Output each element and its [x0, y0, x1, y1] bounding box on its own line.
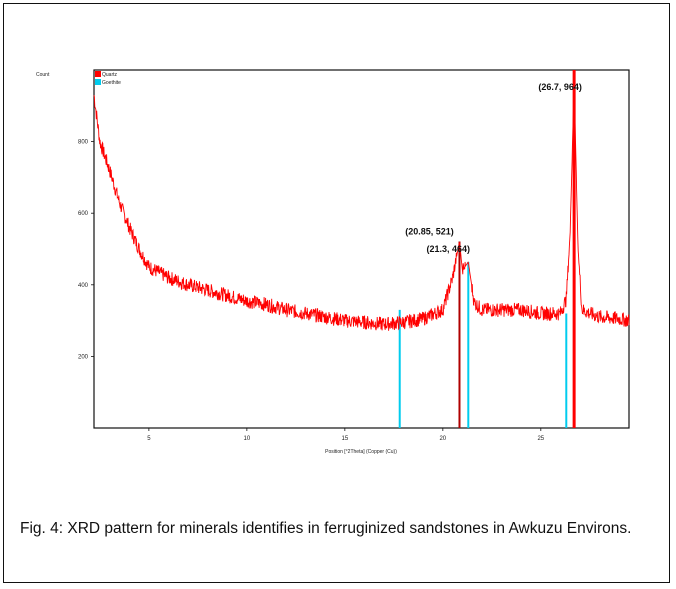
y-tick-label: 600 — [78, 211, 89, 217]
y-tick-label: 400 — [78, 283, 89, 289]
legend: Quartz Goethite — [95, 71, 121, 86]
figure-frame — [3, 3, 670, 583]
peak-annotation-label: (21.3, 464) — [427, 244, 471, 254]
peak-annotation-label: (26.7, 964) — [538, 82, 582, 92]
x-tick-label: 5 — [147, 436, 151, 442]
legend-label-quartz: Quartz — [102, 72, 118, 78]
legend-label-goethite: Goethite — [102, 80, 121, 86]
peak-annotations: (26.7, 964) (20.85, 521) (21.3, 464) — [405, 82, 582, 254]
x-tick-label: 10 — [244, 436, 251, 442]
x-tick-label: 15 — [341, 436, 348, 442]
plot-area-border — [93, 69, 630, 429]
figure-caption: Fig. 4: XRD pattern for minerals identif… — [20, 520, 632, 537]
xrd-trace-line — [93, 88, 630, 331]
legend-swatch-quartz — [95, 71, 101, 77]
peak-lines — [398, 70, 576, 428]
y-tick-label: 200 — [78, 354, 89, 360]
x-tick-label: 25 — [537, 436, 544, 442]
peak-annotation-label: (20.85, 521) — [405, 226, 454, 236]
x-tick-label: 20 — [439, 436, 446, 442]
y-tick-label: 800 — [78, 140, 89, 146]
legend-swatch-goethite — [95, 79, 101, 85]
x-axis-label: Position [°2Theta] (Copper (Cu)) — [325, 449, 397, 455]
axis-ticks: 5 10 15 20 25 200 400 600 800 — [78, 140, 545, 442]
y-axis-label: Count — [36, 72, 50, 78]
